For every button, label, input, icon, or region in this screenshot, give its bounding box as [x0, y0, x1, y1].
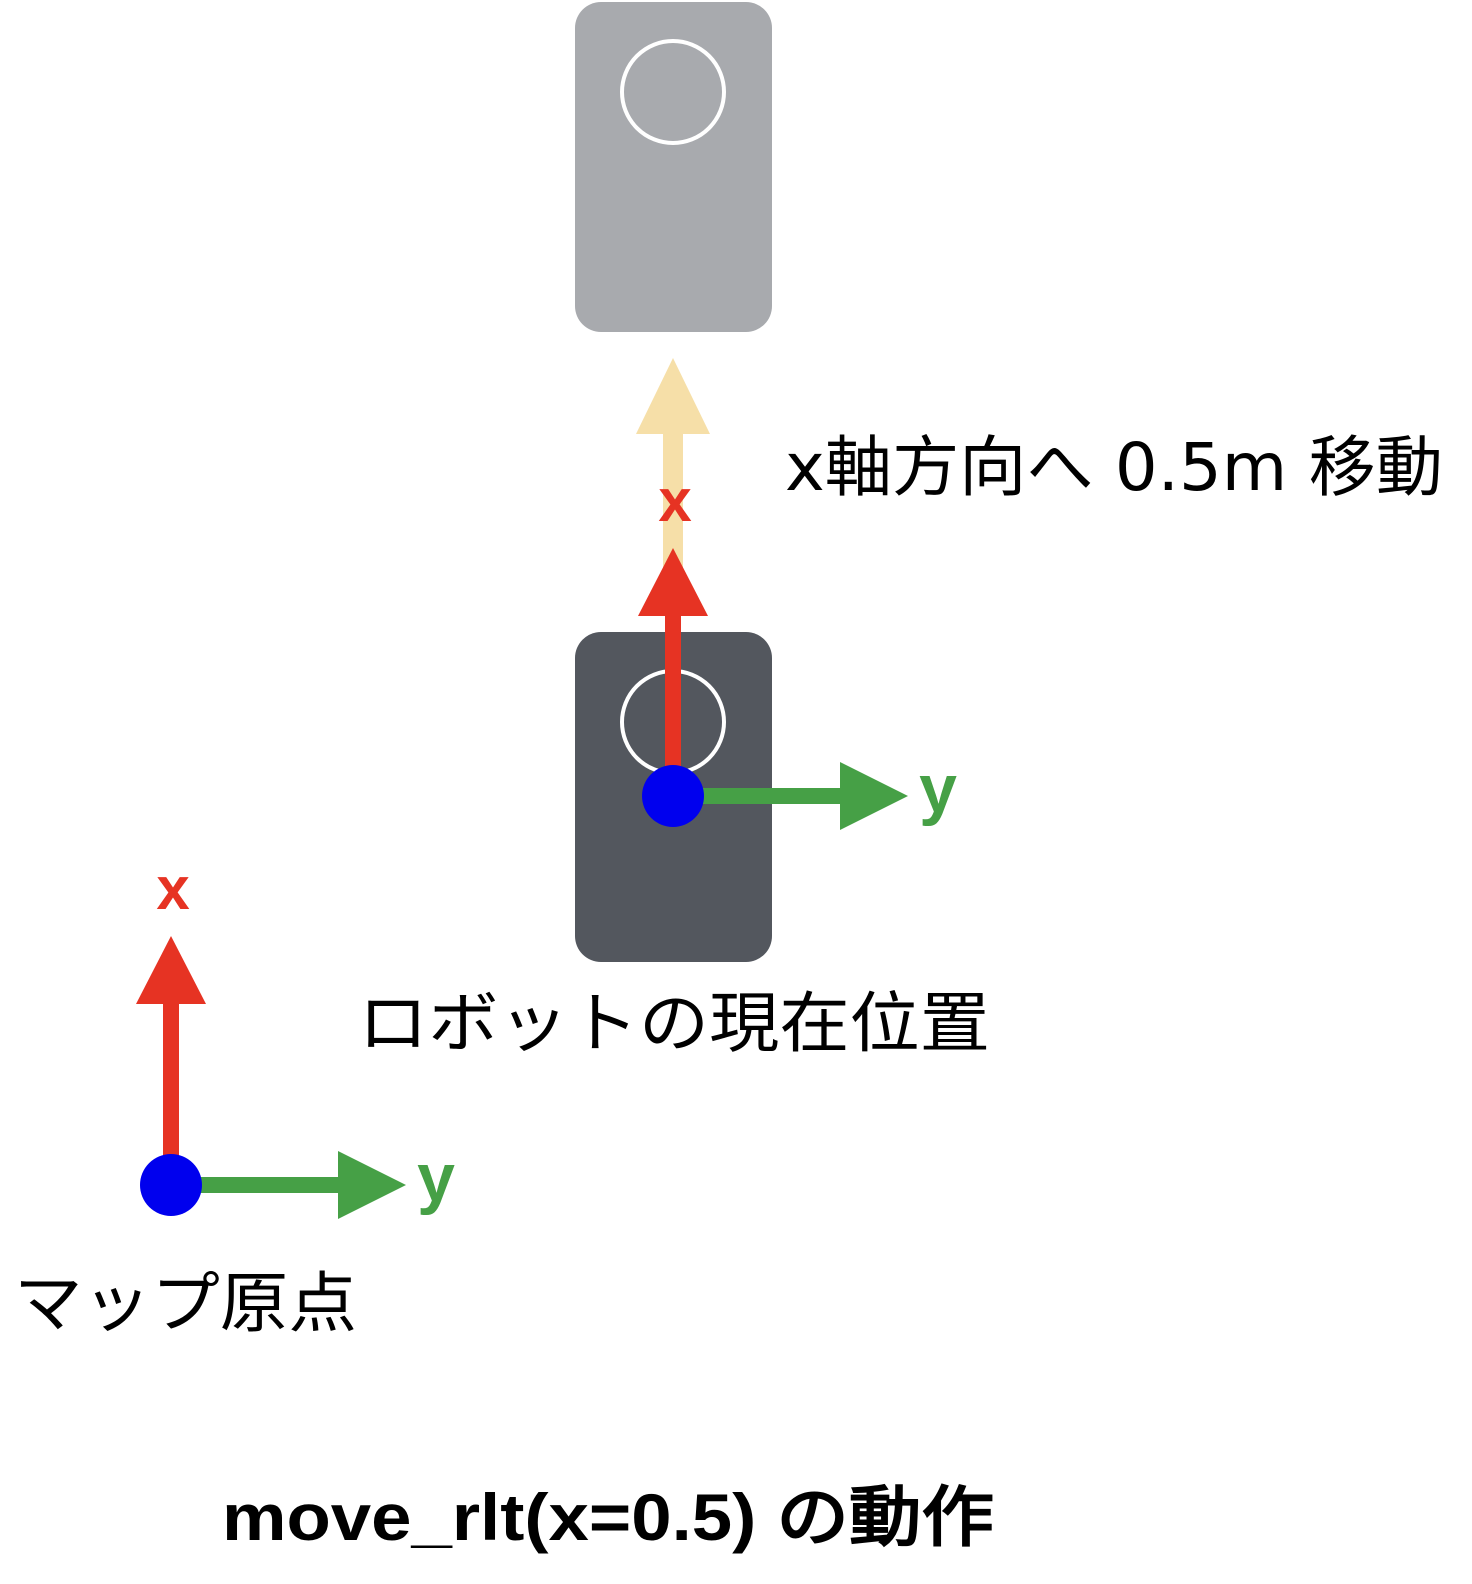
- robot-y-axis: [673, 762, 908, 830]
- map-x-axis-shaft: [163, 998, 179, 1186]
- map-y-axis-shaft: [171, 1177, 343, 1193]
- robot-target-body: [575, 2, 772, 332]
- map-y-axis-head: [338, 1151, 406, 1219]
- robot-x-axis-shaft: [665, 610, 681, 796]
- movement-arrow-head: [636, 358, 710, 434]
- footer-title: move_rlt(x=0.5) の動作: [222, 1480, 994, 1554]
- map-x-axis-label: x: [156, 855, 189, 922]
- robot-origin-dot: [642, 765, 704, 827]
- robot-y-axis-head: [840, 762, 908, 830]
- robot-target-sensor-circle: [620, 39, 726, 145]
- map-y-axis: [171, 1151, 406, 1219]
- robot-x-axis: [638, 548, 708, 796]
- robot-y-axis-label: y: [919, 751, 957, 827]
- map-x-axis: [136, 936, 206, 1186]
- robot-y-axis-shaft: [673, 788, 845, 804]
- robot-x-axis-label: x: [658, 467, 691, 534]
- map-origin-dot: [140, 1154, 202, 1216]
- movement-caption: x軸方向へ 0.5m 移動: [785, 429, 1443, 506]
- robot-current-caption: ロボットの現在位置: [358, 985, 990, 1062]
- robot-x-axis-head: [638, 548, 708, 616]
- map-x-axis-head: [136, 936, 206, 1004]
- map-y-axis-label: y: [417, 1140, 455, 1216]
- map-origin-caption: マップ原点: [14, 1265, 357, 1342]
- robot-target-position: [575, 2, 772, 332]
